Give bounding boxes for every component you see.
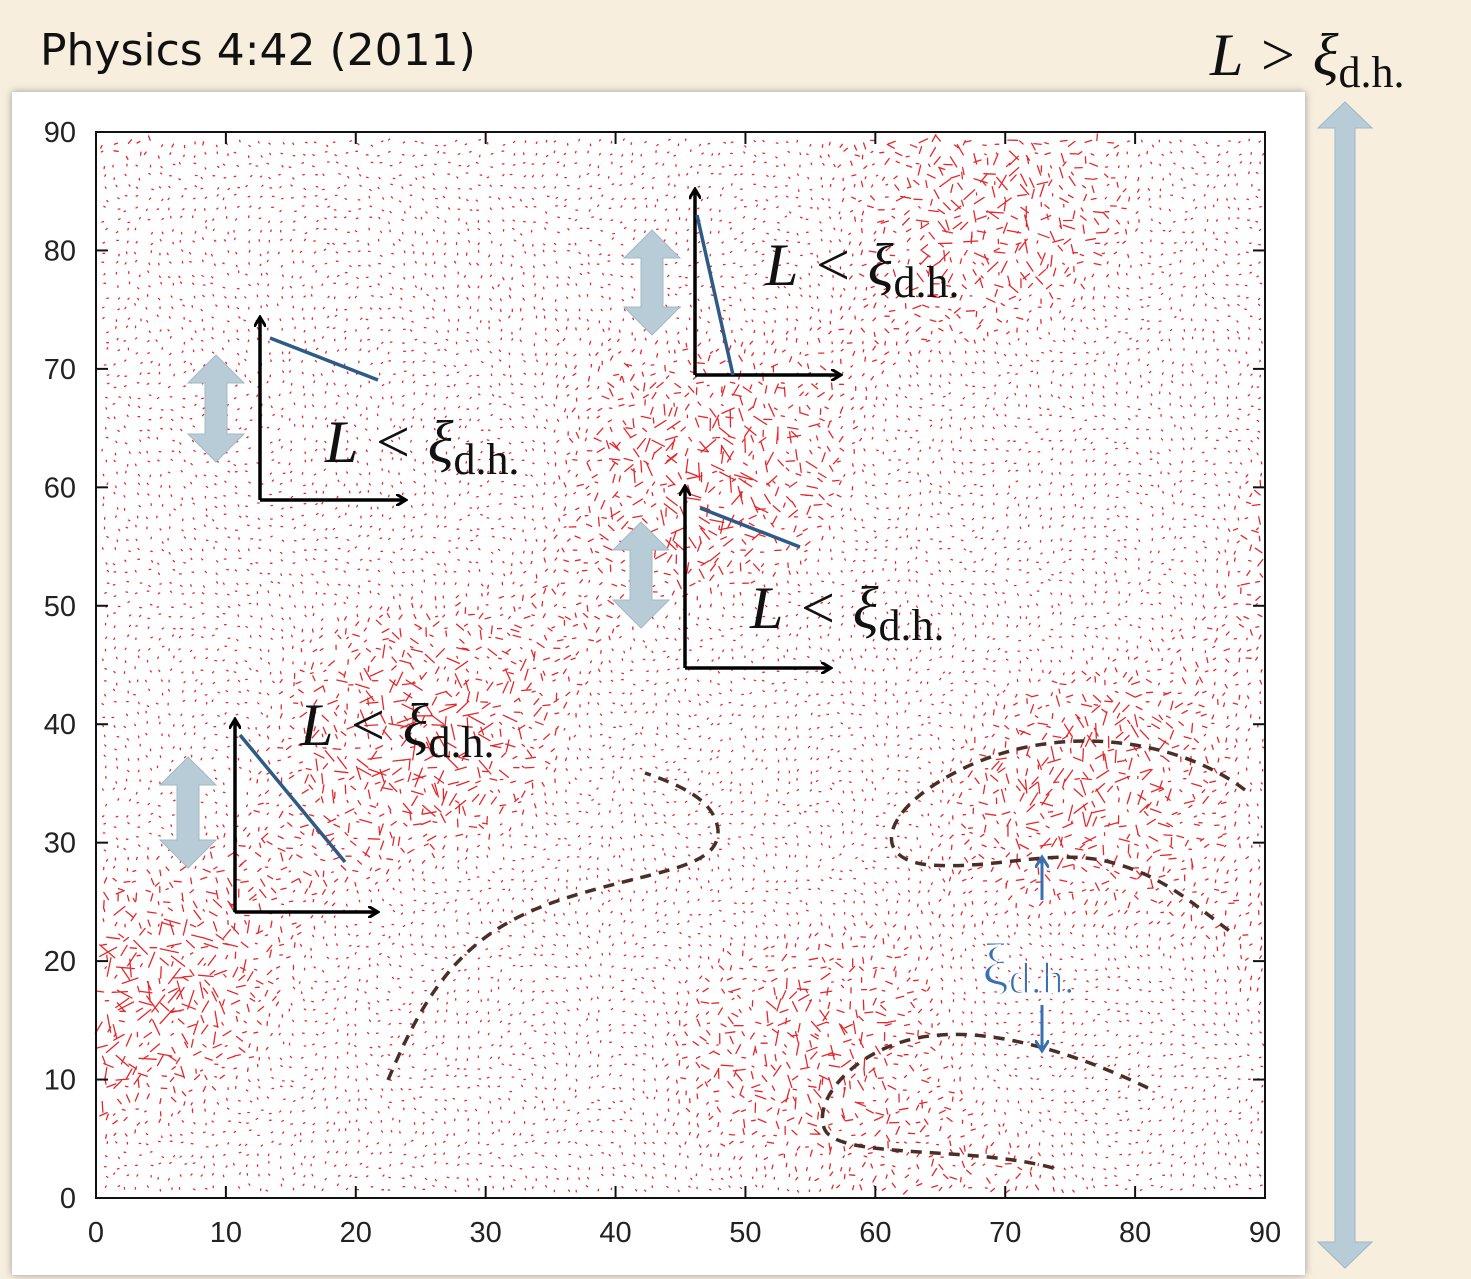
claim-text: L > ξ: [1209, 22, 1339, 88]
orientation-line: [699, 506, 801, 549]
x-tick-label: 50: [729, 1217, 761, 1249]
length-label: ξd.h.: [982, 932, 1075, 1003]
plot-frame: [95, 131, 1266, 1199]
y-tick-label: 20: [44, 946, 76, 978]
length-sub: d.h.: [1009, 954, 1075, 1003]
annotation-text: L < ξ: [764, 232, 894, 298]
annotation: L < ξd.h.: [324, 409, 519, 484]
y-tick-label: 10: [44, 1065, 76, 1097]
claim-sub: d.h.: [1338, 48, 1404, 97]
y-tick-label: 80: [44, 235, 76, 267]
y-tick-label: 30: [44, 828, 76, 860]
orientation-line: [238, 733, 347, 864]
x-tick-label: 80: [1119, 1217, 1151, 1249]
x-tick-label: 30: [470, 1217, 502, 1249]
citation: Physics 4:42 (2011): [40, 25, 476, 76]
y-tick-label: 90: [44, 117, 76, 149]
y-tick-label: 0: [60, 1183, 76, 1215]
x-tick-label: 0: [88, 1217, 104, 1249]
ticks: 0 10 20 30 40 50 60 70 80 90 0 10 20 30 40 50 60 70 80 90: [44, 117, 1281, 1249]
orientation-line: [695, 214, 735, 376]
annotation-text: L < ξ: [749, 575, 879, 641]
annotation-text: L < ξ: [324, 409, 454, 475]
gray-double-arrow: [158, 756, 218, 869]
x-tick-label: 20: [340, 1217, 372, 1249]
annotation-sub: d.h.: [428, 718, 494, 767]
boundary: [889, 739, 1247, 937]
annotation: L < ξd.h.: [764, 232, 959, 307]
y-tick-label: 50: [44, 591, 76, 623]
x-tick-label: 60: [859, 1217, 891, 1249]
x-tick-label: 40: [599, 1217, 631, 1249]
x-tick-label: 90: [1249, 1217, 1281, 1249]
annotation-sub: d.h.: [878, 601, 944, 650]
vector-field-group: [94, 133, 1265, 1195]
length-text: ξ: [982, 932, 1009, 998]
boundary: [386, 771, 720, 1081]
annotation: L < ξd.h.: [749, 575, 944, 650]
gray-double-arrow: [611, 521, 671, 629]
annotation-text: L < ξ: [299, 692, 429, 758]
annotation-sub: d.h.: [893, 258, 959, 307]
gray-double-arrow: [622, 229, 682, 336]
vector-field: [94, 133, 1265, 1195]
gray-double-arrow: [186, 354, 246, 463]
system-arrow: [1316, 101, 1374, 1269]
annotation: L < ξd.h.: [299, 692, 494, 767]
y-tick-label: 70: [44, 354, 76, 386]
y-tick-label: 60: [44, 472, 76, 504]
orientation-line: [269, 336, 379, 382]
annotation-sub: d.h.: [453, 435, 519, 484]
y-tick-label: 40: [44, 709, 76, 741]
x-tick-label: 70: [989, 1217, 1021, 1249]
claim: L > ξd.h.: [1209, 22, 1404, 97]
x-tick-label: 10: [210, 1217, 242, 1249]
frames: L < ξd.h.L < ξd.h.L < ξd.h.L < ξd.h.: [158, 190, 959, 912]
